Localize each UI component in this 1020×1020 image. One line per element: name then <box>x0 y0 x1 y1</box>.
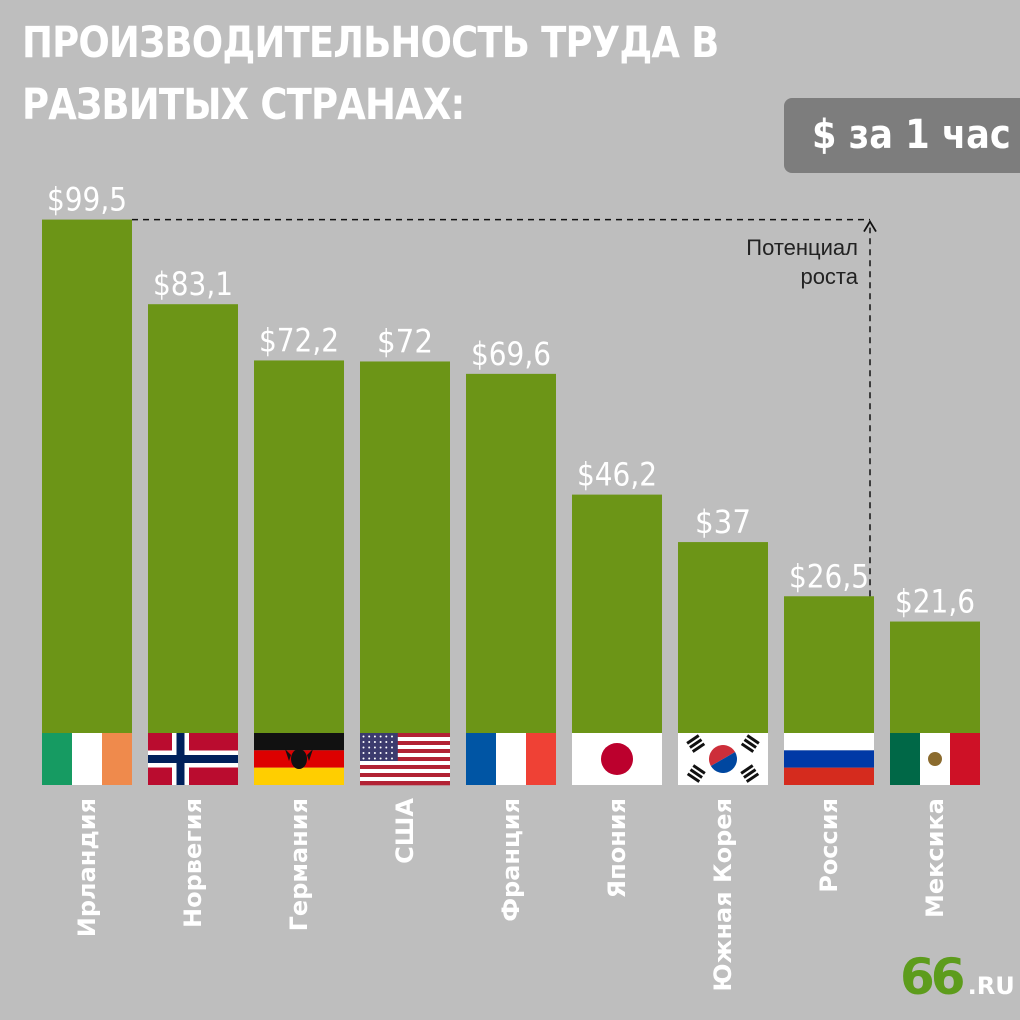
bar-5 <box>466 373 556 733</box>
category-label-5: Франция <box>497 798 525 922</box>
south-korea-flag-icon <box>678 733 768 785</box>
bar-1 <box>42 219 132 733</box>
category-label-6: Япония <box>603 798 631 898</box>
value-label-3: $72,2 <box>259 321 339 359</box>
usa-flag-icon <box>360 733 450 786</box>
category-label-2: Норвегия <box>179 798 207 928</box>
logo-suffix: .RU <box>967 972 1015 1000</box>
bar-6 <box>572 494 662 733</box>
russia-flag-icon <box>784 733 874 785</box>
bar-3 <box>254 360 344 733</box>
value-label-9: $21,6 <box>895 583 975 621</box>
value-label-5: $69,6 <box>471 335 551 373</box>
value-label-7: $37 <box>695 503 751 541</box>
chart-title: ПРОИЗВОДИТЕЛЬНОСТЬ ТРУДА В РАЗВИТЫХ СТРА… <box>22 18 719 130</box>
unit-label: $ за 1 час <box>812 112 1011 158</box>
category-label-8: Россия <box>815 798 843 893</box>
logo: 66 .RU <box>900 948 1015 1006</box>
potential-annotation: Потенциал роста <box>746 235 858 289</box>
bar-9 <box>890 621 980 733</box>
value-label-6: $46,2 <box>577 456 657 494</box>
norway-flag-icon <box>148 733 238 785</box>
ireland-flag-icon <box>42 733 132 785</box>
arrow-up-icon <box>863 219 877 233</box>
bar-7 <box>678 542 768 733</box>
japan-flag-icon <box>572 733 662 785</box>
logo-number: 66 <box>900 948 966 1006</box>
value-label-8: $26,5 <box>789 557 869 595</box>
value-label-4: $72 <box>377 322 433 360</box>
bar-2 <box>148 304 238 733</box>
france-flag-icon <box>466 733 556 785</box>
value-label-2: $83,1 <box>153 265 233 303</box>
unit-badge <box>784 98 1020 173</box>
mexico-flag-icon <box>890 733 980 785</box>
value-label-1: $99,5 <box>47 181 127 219</box>
bar-8 <box>784 596 874 733</box>
germany-flag-icon <box>254 733 344 785</box>
category-label-1: Ирландия <box>73 798 101 937</box>
category-label-4: США <box>391 798 419 864</box>
bar-4 <box>360 361 450 733</box>
category-label-3: Германия <box>285 798 313 931</box>
category-label-9: Мексика <box>921 798 949 918</box>
category-label-7: Южная Корея <box>709 798 737 992</box>
